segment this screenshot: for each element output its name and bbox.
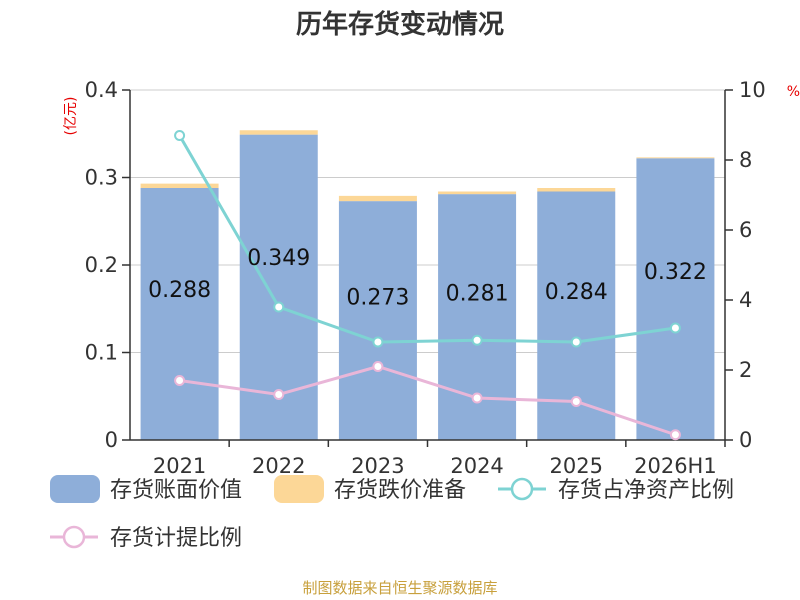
line-point bbox=[174, 130, 186, 141]
line-point bbox=[372, 361, 384, 372]
bar-value-label: 0.281 bbox=[446, 281, 509, 306]
line-series-1 bbox=[179, 364, 676, 437]
legend-swatch bbox=[50, 475, 100, 503]
tick-labels: 0 0.1 0.2 0.3 0.4 0 2 4 6 8 10 2021 2022 2023 2024 2025… bbox=[85, 78, 766, 478]
right-tick-label: 6 bbox=[739, 218, 752, 242]
left-tick-label: 0.2 bbox=[85, 253, 118, 277]
bar-impairment bbox=[438, 191, 517, 195]
left-tick-label: 0.3 bbox=[85, 166, 118, 190]
bar-impairment bbox=[140, 183, 219, 188]
right-tick-label: 2 bbox=[739, 358, 752, 382]
line-point bbox=[669, 429, 681, 441]
bar-impairment bbox=[338, 195, 417, 202]
chart-title: 历年存货变动情况 bbox=[296, 9, 504, 40]
x-tick-label: 2022 bbox=[252, 454, 305, 478]
legend-label: 存货占净资产比例 bbox=[558, 478, 734, 503]
line-point bbox=[273, 389, 285, 400]
x-tick-label: 2021 bbox=[153, 454, 206, 478]
value-labels: 0.288 0.349 0.273 0.281 0.284 0.322 bbox=[148, 246, 707, 311]
left-tick-label: 0.1 bbox=[85, 341, 118, 365]
bar-value-label: 0.273 bbox=[346, 286, 409, 311]
bar-impairment bbox=[239, 130, 318, 135]
axes bbox=[122, 89, 733, 447]
legend-swatch bbox=[274, 475, 324, 503]
bars bbox=[140, 130, 715, 440]
line-point bbox=[372, 336, 384, 348]
bar-inventory-value bbox=[140, 188, 219, 440]
left-axis-unit: (亿元) bbox=[63, 97, 79, 136]
line-point bbox=[471, 392, 483, 404]
bar-value-label: 0.288 bbox=[148, 278, 211, 303]
legend-label: 存货计提比例 bbox=[110, 526, 242, 551]
legend-swatch-marker bbox=[62, 525, 86, 549]
legend-swatch-marker bbox=[510, 477, 534, 501]
x-tick-label: 2026H1 bbox=[634, 454, 717, 478]
left-tick-label: 0 bbox=[105, 428, 118, 452]
line-series-0 bbox=[178, 134, 676, 344]
right-tick-label: 0 bbox=[739, 428, 752, 452]
right-tick-label: 8 bbox=[739, 148, 752, 172]
legend-label: 存货账面价值 bbox=[110, 478, 242, 503]
source-note: 制图数据来自恒生聚源数据库 bbox=[302, 579, 497, 597]
right-tick-label: 10 bbox=[739, 78, 766, 102]
lines bbox=[174, 130, 681, 441]
x-tick-label: 2024 bbox=[450, 454, 503, 478]
bar-value-label: 0.349 bbox=[247, 246, 310, 271]
bar-value-label: 0.284 bbox=[545, 280, 608, 305]
bar-impairment bbox=[537, 188, 616, 192]
line-point bbox=[471, 334, 483, 346]
x-tick-label: 2023 bbox=[351, 454, 404, 478]
line-point bbox=[570, 336, 582, 348]
left-tick-label: 0.4 bbox=[85, 78, 118, 102]
bar-inventory-value bbox=[338, 201, 417, 440]
x-tick-label: 2025 bbox=[550, 454, 603, 478]
line-point bbox=[174, 375, 186, 386]
line-point bbox=[570, 396, 582, 407]
bar-inventory-value bbox=[636, 158, 715, 440]
line-point bbox=[273, 301, 285, 313]
right-tick-label: 4 bbox=[739, 288, 752, 312]
bar-value-label: 0.322 bbox=[644, 260, 707, 285]
line-point bbox=[669, 322, 681, 334]
legend-label: 存货跌价准备 bbox=[334, 478, 466, 503]
bar-impairment bbox=[636, 157, 715, 159]
right-axis-unit: % bbox=[787, 84, 800, 100]
